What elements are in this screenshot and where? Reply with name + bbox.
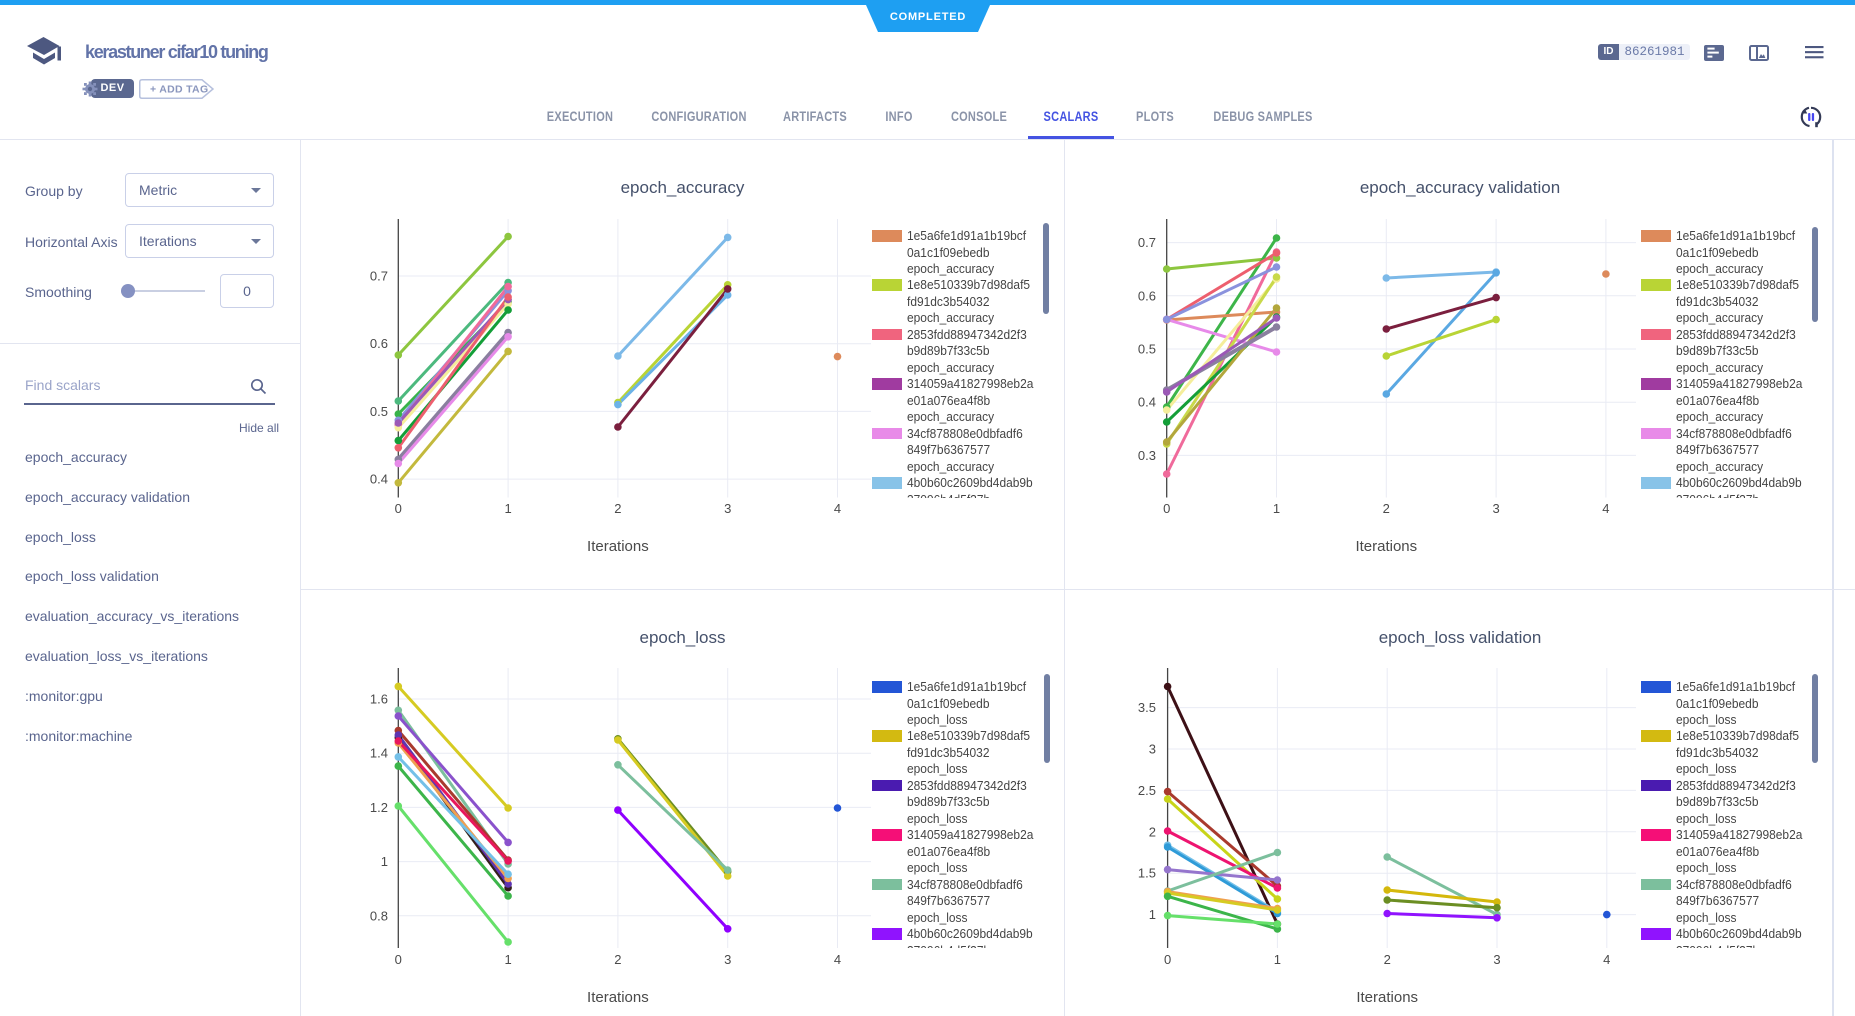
svg-text:0.6: 0.6: [1138, 288, 1156, 303]
svg-text:2: 2: [614, 501, 621, 516]
svg-text:1: 1: [504, 952, 511, 967]
svg-text:1: 1: [381, 854, 388, 869]
svg-text:epoch_accuracy validation: epoch_accuracy validation: [1360, 178, 1560, 197]
svg-text:3: 3: [1492, 501, 1499, 516]
svg-text:0: 0: [1163, 501, 1170, 516]
svg-text:0: 0: [1164, 952, 1171, 967]
svg-text:1: 1: [504, 501, 511, 516]
svg-text:0.5: 0.5: [1138, 342, 1156, 357]
svg-text:1: 1: [1149, 907, 1156, 922]
svg-text:1.4: 1.4: [370, 746, 388, 761]
svg-text:2: 2: [1149, 824, 1156, 839]
svg-text:3: 3: [724, 952, 731, 967]
svg-text:2: 2: [614, 952, 621, 967]
svg-text:0.4: 0.4: [370, 472, 388, 487]
svg-text:4: 4: [1603, 952, 1610, 967]
svg-text:0.5: 0.5: [370, 404, 388, 419]
svg-text:+ ADD TAG: + ADD TAG: [150, 83, 208, 95]
svg-text:2: 2: [1383, 501, 1390, 516]
svg-text:4: 4: [834, 501, 841, 516]
svg-text:1.5: 1.5: [1138, 866, 1156, 881]
svg-text:4: 4: [834, 952, 841, 967]
svg-text:3.5: 3.5: [1138, 700, 1156, 715]
svg-text:epoch_loss validation: epoch_loss validation: [1379, 628, 1542, 647]
svg-text:0.3: 0.3: [1138, 448, 1156, 463]
svg-text:3: 3: [1493, 952, 1500, 967]
svg-text:0.6: 0.6: [370, 336, 388, 351]
svg-text:0.8: 0.8: [370, 908, 388, 923]
svg-text:1: 1: [1274, 952, 1281, 967]
svg-text:2: 2: [1384, 952, 1391, 967]
svg-text:Iterations: Iterations: [1355, 538, 1417, 555]
svg-text:epoch_accuracy: epoch_accuracy: [621, 178, 745, 197]
svg-text:4: 4: [1602, 501, 1609, 516]
svg-text:1.6: 1.6: [370, 692, 388, 707]
svg-text:epoch_loss: epoch_loss: [639, 628, 725, 647]
svg-text:Iterations: Iterations: [1356, 989, 1418, 1006]
svg-text:3: 3: [724, 501, 731, 516]
svg-text:0.7: 0.7: [1138, 235, 1156, 250]
svg-text:0: 0: [395, 501, 402, 516]
svg-text:0.4: 0.4: [1138, 395, 1156, 410]
svg-text:2.5: 2.5: [1138, 783, 1156, 798]
svg-text:Iterations: Iterations: [587, 538, 649, 555]
svg-text:0: 0: [395, 952, 402, 967]
svg-text:1: 1: [1273, 501, 1280, 516]
svg-text:1.2: 1.2: [370, 800, 388, 815]
svg-text:3: 3: [1149, 742, 1156, 757]
svg-text:Iterations: Iterations: [587, 989, 649, 1006]
svg-text:0.7: 0.7: [370, 269, 388, 284]
